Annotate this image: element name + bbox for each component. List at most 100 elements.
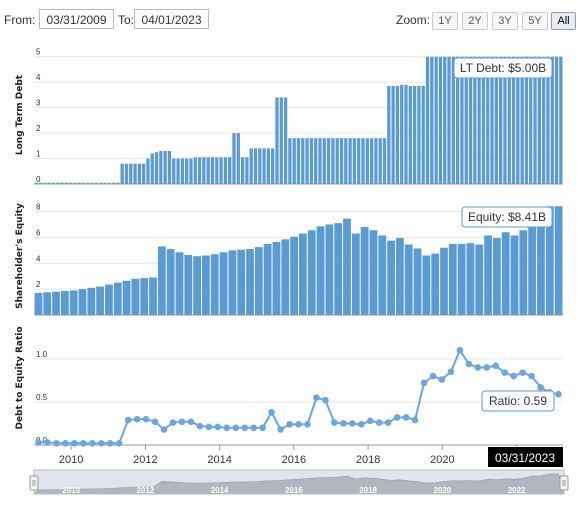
zoom-1y-button[interactable]: 1Y xyxy=(432,12,458,30)
debt-bar xyxy=(344,138,348,184)
debt-bar xyxy=(288,138,292,184)
debt-ytick-label: 5 xyxy=(36,48,41,57)
ratio-point xyxy=(304,421,311,428)
debt-bar xyxy=(253,148,258,184)
zoom-3y-button[interactable]: 3Y xyxy=(492,12,518,30)
debt-bar xyxy=(245,157,249,184)
ratio-point xyxy=(465,360,473,368)
equity-bar xyxy=(510,235,519,315)
debt-bar xyxy=(77,182,81,184)
equity-tooltip-text: Equity: $8.41B xyxy=(468,210,546,224)
debt-bar xyxy=(400,84,404,184)
navigator-right-handle[interactable] xyxy=(559,475,569,491)
ratio-point xyxy=(295,421,302,428)
debt-bar xyxy=(94,182,99,184)
debt-bar xyxy=(447,56,451,185)
ratio-point xyxy=(223,424,231,432)
debt-bar xyxy=(99,182,103,184)
zoom-all-button[interactable]: All xyxy=(551,12,576,30)
debt-bar xyxy=(498,56,503,185)
debt-bar xyxy=(202,157,206,184)
debt-bar xyxy=(387,86,391,184)
ratio-point xyxy=(537,383,544,391)
equity-bar xyxy=(78,289,87,315)
ratio-point xyxy=(115,439,123,447)
debt-ytick-label: 1 xyxy=(36,150,41,159)
debt-bar xyxy=(305,138,309,184)
debt-bar xyxy=(56,182,60,184)
zoom-5y-button[interactable]: 5Y xyxy=(522,12,548,30)
ratio-point xyxy=(53,439,60,447)
debt-bar xyxy=(451,56,455,185)
x-tick-label: 2020 xyxy=(430,454,454,466)
debt-bar xyxy=(335,138,339,184)
ratio-point xyxy=(124,416,132,424)
navigator-tick-label: 2012 xyxy=(136,486,154,495)
debt-bar xyxy=(408,86,412,184)
navigator-selection[interactable] xyxy=(33,469,565,495)
debt-bar xyxy=(503,56,507,185)
debt-bar xyxy=(197,157,202,184)
equity-ytick-label: 2 xyxy=(36,280,41,289)
debt-bar xyxy=(490,56,494,185)
equity-bar xyxy=(140,278,149,315)
debt-bar xyxy=(163,150,167,184)
debt-bar xyxy=(516,56,520,185)
ratio-point xyxy=(187,418,195,426)
navigator-tick-label: 2014 xyxy=(211,486,229,495)
zoom-2y-button[interactable]: 2Y xyxy=(462,12,488,30)
debt-bar xyxy=(262,148,266,184)
ratio-point xyxy=(393,414,401,421)
debt-bar xyxy=(68,182,73,184)
equity-bar xyxy=(69,290,78,315)
crosshair-label-box xyxy=(488,447,563,467)
navigator-left-handle-box[interactable] xyxy=(29,475,39,491)
debt-tooltip-box xyxy=(453,57,553,79)
debt-bar xyxy=(90,182,94,184)
navigator-left-handle[interactable] xyxy=(29,475,39,491)
debt-bar xyxy=(412,86,417,184)
ratio-point xyxy=(384,419,392,426)
debt-bar xyxy=(180,158,185,184)
equity-bar xyxy=(34,293,43,315)
debt-bar xyxy=(486,56,490,185)
navigator-tick-label: 2010 xyxy=(62,486,80,495)
debt-bar xyxy=(546,56,550,185)
ratio-point xyxy=(62,439,69,447)
equity-bar xyxy=(202,255,210,315)
navigator-right-handle-box[interactable] xyxy=(559,475,569,491)
ratio-point xyxy=(438,376,446,383)
crosshair-label: 03/31/2023 xyxy=(488,447,563,467)
equity-bar xyxy=(351,233,360,315)
ratio-point xyxy=(555,390,562,398)
debt-bar xyxy=(477,56,481,185)
to-label: To: xyxy=(118,13,135,27)
equity-bar xyxy=(157,246,166,315)
equity-bar xyxy=(492,238,501,315)
equity-bar xyxy=(360,227,369,315)
navigator[interactable]: 2010 2012 2014 2016 2018 2020 2022 xyxy=(29,469,569,495)
ratio-point xyxy=(169,419,177,426)
ratio-point xyxy=(44,439,51,446)
navigator-tick-label: 2022 xyxy=(508,486,526,495)
equity-tooltip-box xyxy=(461,206,553,228)
navigator-tick-label: 2020 xyxy=(433,486,451,495)
debt-tooltip-text: LT Debt: $5.00B xyxy=(460,61,546,75)
debt-bar xyxy=(185,158,189,184)
ratio-ytick-label: 1.0 xyxy=(36,350,48,359)
ratio-point xyxy=(420,379,428,387)
debt-bar xyxy=(391,86,395,184)
from-date-input[interactable]: 03/31/2009 xyxy=(39,9,114,29)
ratio-point xyxy=(357,421,365,428)
debt-bar xyxy=(511,56,516,185)
ratio-point xyxy=(474,364,482,371)
zoom-label: Zoom: xyxy=(396,13,431,27)
equity-bar xyxy=(395,238,404,315)
debt-bar xyxy=(542,56,546,185)
to-date-input[interactable]: 04/01/2023 xyxy=(134,9,209,29)
debt-bar xyxy=(417,86,421,184)
debt-bar xyxy=(60,182,64,184)
debt-bar xyxy=(116,182,120,184)
